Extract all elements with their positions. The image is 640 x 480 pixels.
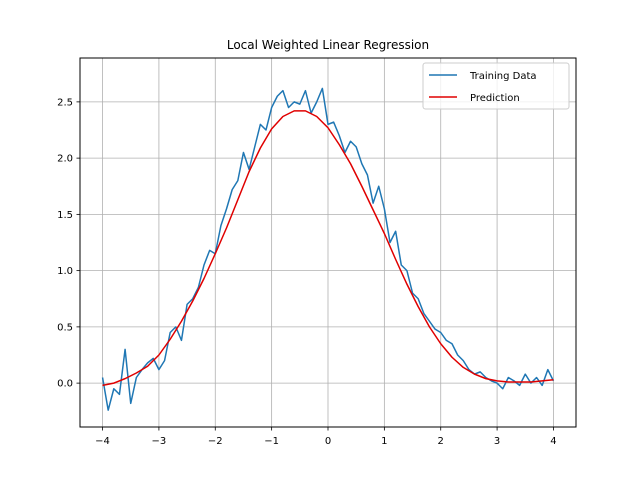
- y-tick-label: 1.0: [57, 266, 73, 277]
- series-layer: [101, 87, 555, 411]
- x-tick-label: −3: [152, 436, 167, 447]
- axis-ticks: −4 −3 −2 −1 0 1 2 3 4 0.0 0.5 1.0 1.5 2.0 2.5: [57, 97, 557, 447]
- x-tick-label: −2: [208, 436, 223, 447]
- x-tick-label: 4: [550, 436, 556, 447]
- series-line-prediction: [102, 110, 554, 387]
- legend: Training Data Prediction: [422, 62, 570, 110]
- y-tick-label: 0.5: [57, 322, 73, 333]
- legend-label: Training Data: [469, 71, 537, 82]
- x-tick-label: 0: [325, 436, 331, 447]
- x-tick-label: 2: [438, 436, 444, 447]
- series-line-training-data: [101, 87, 555, 411]
- x-tick-label: −1: [264, 436, 279, 447]
- x-tick-label: 3: [494, 436, 500, 447]
- y-tick-label: 2.0: [57, 154, 73, 165]
- y-tick-label: 1.5: [57, 210, 73, 221]
- grid: [80, 58, 576, 427]
- chart-title: Local Weighted Linear Regression: [227, 38, 429, 52]
- x-tick-label: 1: [381, 436, 387, 447]
- legend-label: Prediction: [470, 93, 520, 104]
- y-tick-label: 0.0: [57, 379, 73, 390]
- y-tick-label: 2.5: [57, 97, 73, 108]
- x-tick-label: −4: [95, 436, 110, 447]
- legend-box: [422, 62, 570, 110]
